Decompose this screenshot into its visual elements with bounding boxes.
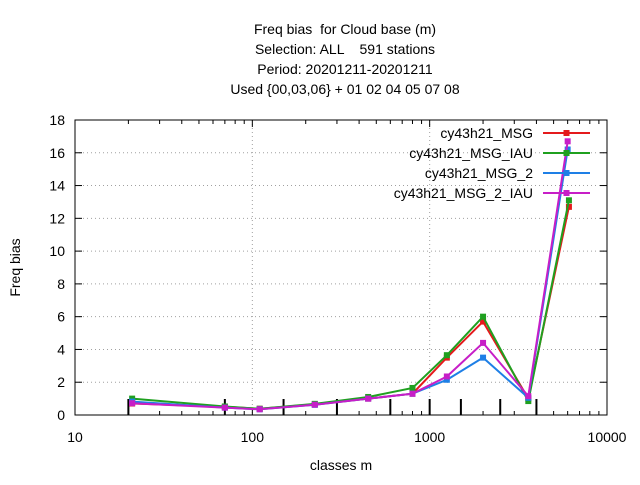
series-line [132,141,569,411]
x-tick-label: 10000 [588,429,627,445]
x-axis-label: classes m [310,457,372,473]
y-axis-label: Freq bias [7,238,23,296]
data-point [480,313,487,320]
data-point [311,401,318,408]
legend-marker [563,170,570,176]
data-point [443,373,450,380]
y-tick-label: 16 [49,145,65,161]
data-point [525,393,532,400]
data-point [565,197,572,204]
title-line-2: Selection: ALL 591 stations [255,41,435,57]
plot-frame [74,119,608,416]
legend-label: cy43h21_MSG_IAU [409,145,533,161]
data-point [443,376,450,383]
data-point [365,395,372,402]
y-tick-label: 8 [57,276,65,292]
y-tick-label: 10 [49,243,65,259]
legend-marker [563,190,570,196]
series-1 [129,203,572,412]
data-point [443,352,450,359]
series-2 [129,197,572,412]
series-line [132,200,570,410]
grid [75,120,607,415]
legend-marker [563,150,570,156]
x-tick-label: 10 [67,429,83,445]
data-point [480,318,487,325]
chart-title: Freq bias for Cloud base (m) Selection: A… [230,21,459,97]
x-tick-label: 100 [241,429,265,445]
data-point [564,146,571,153]
legend-label: cy43h21_MSG_2 [425,165,533,181]
y-tick-label: 0 [57,407,65,423]
y-tick-label: 18 [49,112,65,128]
data-point [129,400,136,407]
legend-marker [563,130,570,136]
data-point [409,384,416,391]
data-point [525,398,532,405]
title-line-4: Used {00,03,06} + 01 02 04 05 07 08 [230,81,459,97]
title-line-3: Period: 20201211-20201211 [257,61,433,77]
series-lines [129,138,572,413]
x-tick-label: 1000 [414,429,445,445]
data-point [409,390,416,397]
y-tick-label: 4 [57,341,65,357]
legend-label: cy43h21_MSG_2_IAU [394,185,533,201]
title-line-1: Freq bias for Cloud base (m) [254,21,436,37]
axis-ticks: 0 2 4 6 8 10 12 14 16 18 10 100 1000 10000 [49,112,626,445]
legend-label: cy43h21_MSG [440,125,533,141]
data-point [480,339,487,346]
data-point [221,404,228,411]
data-point [480,354,487,361]
y-tick-label: 2 [57,374,65,390]
y-tick-label: 12 [49,210,65,226]
data-point [256,406,263,413]
y-tick-label: 6 [57,309,65,325]
y-tick-label: 14 [49,178,65,194]
legend: cy43h21_MSG cy43h21_MSG_IAU cy43h21_MSG_2c… [394,125,590,201]
data-point [564,138,571,145]
data-point [565,203,572,210]
series-line [132,206,570,410]
series-4 [129,138,571,413]
